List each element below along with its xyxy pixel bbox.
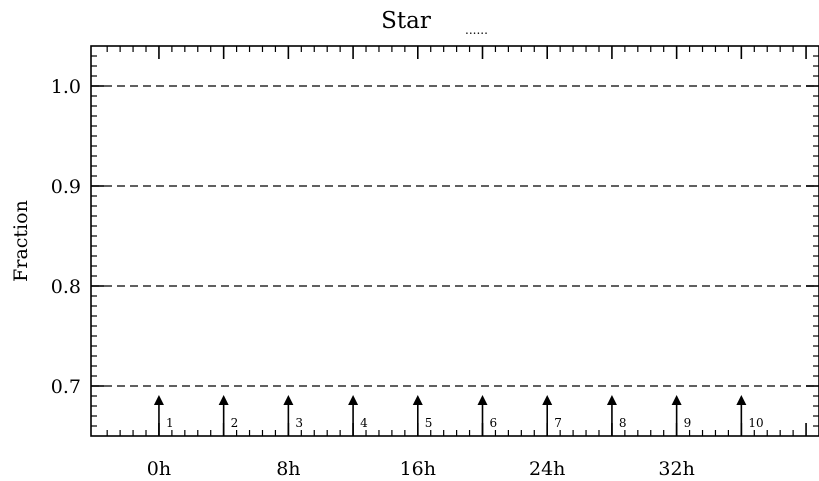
y-tick-label: 0.7 xyxy=(51,376,81,398)
x-tick-label: 24h xyxy=(529,458,565,480)
event-marker-label: 7 xyxy=(554,416,562,430)
minor-tick-layer xyxy=(91,46,819,436)
y-tick-label: 0.8 xyxy=(51,276,81,298)
marker-layer xyxy=(153,395,747,436)
event-marker-label: 2 xyxy=(231,416,239,430)
event-arrow-head xyxy=(671,395,682,405)
x-tick-label: 0h xyxy=(147,458,171,480)
y-axis-label: Fraction xyxy=(10,200,32,282)
event-arrow-head xyxy=(477,395,488,405)
event-marker-label: 4 xyxy=(360,416,368,430)
event-arrow-head xyxy=(412,395,423,405)
event-marker-label: 1 xyxy=(166,416,174,430)
y-tick-label: 1.0 xyxy=(51,76,81,98)
label-layer: 0.7 0.8 0.9 1.0 0h 8h 16h 24h 32h 1 2 3 4 5 6 7 8 9 10 xyxy=(51,76,764,480)
event-marker-label: 3 xyxy=(295,416,303,430)
chart-title: Star xyxy=(381,8,431,34)
event-arrow-head xyxy=(542,395,553,405)
plot-area-frame xyxy=(90,45,819,437)
event-arrow-head xyxy=(153,395,164,405)
event-arrow-head xyxy=(736,395,747,405)
major-tick-layer xyxy=(91,46,819,436)
grid-layer xyxy=(91,85,819,387)
event-marker-label: 8 xyxy=(619,416,627,430)
event-arrow-head xyxy=(283,395,294,405)
event-arrow-head xyxy=(348,395,359,405)
event-marker-label: 9 xyxy=(684,416,692,430)
event-marker-label: 6 xyxy=(490,416,498,430)
event-arrow-head xyxy=(606,395,617,405)
event-arrow-head xyxy=(218,395,229,405)
chart-title-suffix: ...... xyxy=(465,23,488,37)
x-tick-label: 8h xyxy=(276,458,300,480)
event-marker-label: 5 xyxy=(425,416,433,430)
x-tick-label: 32h xyxy=(658,458,694,480)
y-tick-label: 0.9 xyxy=(51,176,81,198)
event-marker-label: 10 xyxy=(748,416,763,430)
x-tick-label: 16h xyxy=(400,458,436,480)
